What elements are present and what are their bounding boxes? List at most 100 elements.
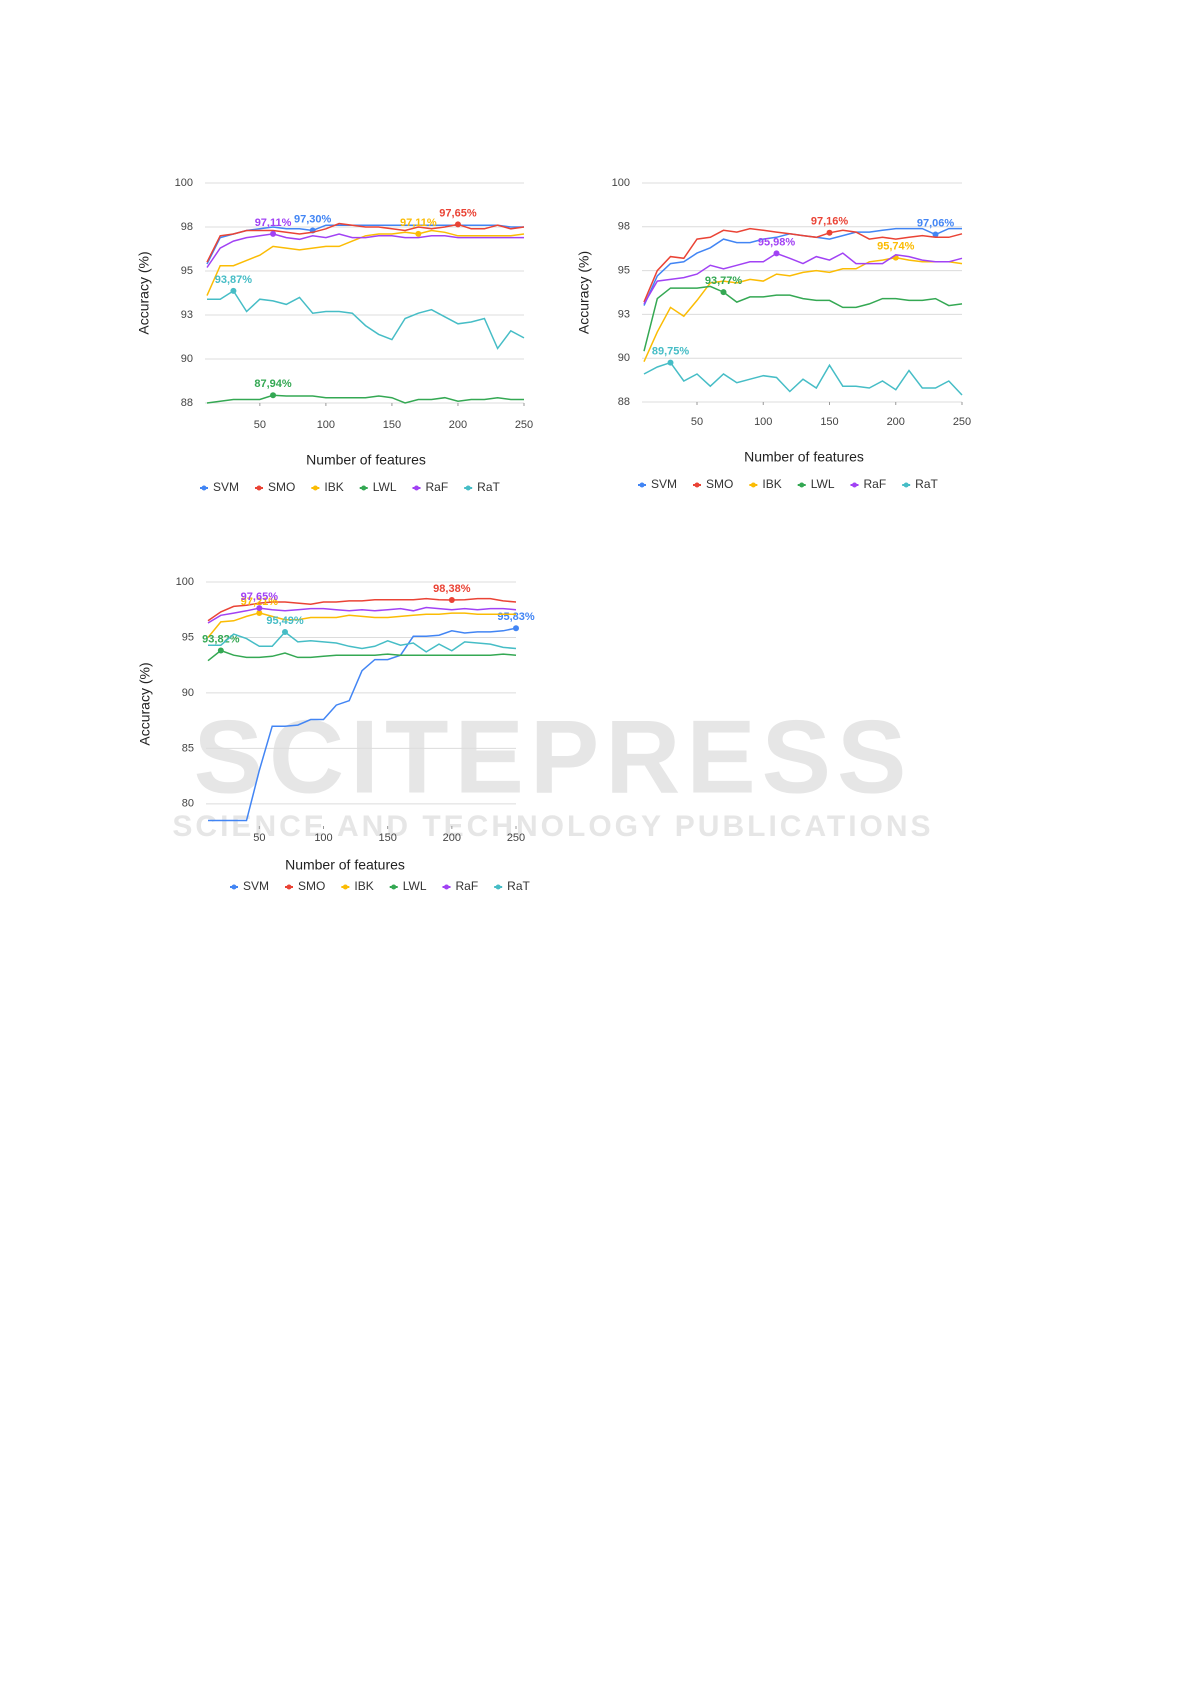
y-tick-label: 93 xyxy=(181,309,193,321)
point xyxy=(256,609,263,616)
y-tick-label: 88 xyxy=(181,397,193,409)
series-line xyxy=(206,229,525,296)
legend-label: IBK xyxy=(762,477,781,491)
data-label: 97,11% xyxy=(400,217,437,229)
data-label: 95,49% xyxy=(266,615,304,627)
x-tick-label: 150 xyxy=(820,416,838,428)
x-axis-title: Number of features xyxy=(744,449,864,465)
y-tick-label: 93 xyxy=(618,308,630,320)
y-tick-label: 100 xyxy=(176,576,194,588)
y-tick-label: 85 xyxy=(182,742,194,754)
legend-dot xyxy=(342,884,348,890)
data-label: 97,65% xyxy=(241,591,279,603)
data-label: 93,82% xyxy=(202,633,240,645)
legend-label: LWL xyxy=(403,879,427,893)
point xyxy=(513,625,519,632)
point xyxy=(826,229,833,236)
data-label: 97,11% xyxy=(255,217,292,229)
x-tick-label: 100 xyxy=(314,832,332,844)
data-label: 97,21% xyxy=(241,596,279,608)
data-label: 89,75% xyxy=(652,345,690,357)
y-tick-label: 95 xyxy=(182,631,194,643)
series-line xyxy=(207,597,517,622)
y-axis-title: Accuracy (%) xyxy=(136,251,152,334)
y-tick-label: 100 xyxy=(175,177,193,189)
legend-label: RaT xyxy=(915,477,938,491)
x-tick-label: 100 xyxy=(317,419,335,431)
series-line xyxy=(207,606,517,624)
point xyxy=(270,230,277,237)
y-axis-title: Accuracy (%) xyxy=(576,251,592,334)
point xyxy=(932,231,939,238)
point xyxy=(773,250,780,257)
legend-dot xyxy=(201,485,207,491)
legend-dot xyxy=(852,482,857,488)
legend-dot xyxy=(312,485,318,491)
legend-label: RaT xyxy=(507,879,530,893)
data-label: 97,30% xyxy=(294,213,332,225)
legend-label: SVM xyxy=(243,879,269,893)
x-tick-label: 150 xyxy=(378,832,396,844)
legend-dot xyxy=(495,884,501,890)
legend-dot xyxy=(444,884,449,890)
legend-dot xyxy=(694,482,700,488)
legend-label: SMO xyxy=(298,879,325,893)
series-line xyxy=(643,256,963,363)
x-tick-label: 250 xyxy=(515,419,533,431)
data-label: 95,83% xyxy=(497,611,535,623)
legend-dot xyxy=(465,485,471,491)
legend-dot xyxy=(361,485,367,491)
legend-label: SMO xyxy=(706,477,733,491)
series-line xyxy=(208,630,517,653)
legend-label: IBK xyxy=(324,480,343,494)
series-line xyxy=(207,612,516,638)
series-line xyxy=(207,649,517,662)
series-line xyxy=(206,224,524,265)
legend-label: SMO xyxy=(268,480,295,494)
legend-dot xyxy=(286,884,292,890)
y-tick-label: 95 xyxy=(618,265,630,277)
point xyxy=(415,230,422,237)
y-tick-label: 90 xyxy=(618,352,630,364)
point xyxy=(720,289,727,296)
x-tick-label: 50 xyxy=(691,416,703,428)
legend-label: RaF xyxy=(456,879,479,893)
series-line xyxy=(643,361,963,396)
series-line xyxy=(207,289,525,350)
point xyxy=(454,221,461,228)
point xyxy=(270,392,277,399)
y-tick-label: 88 xyxy=(618,396,630,408)
x-axis-title: Number of features xyxy=(285,857,405,873)
point xyxy=(256,605,263,612)
point xyxy=(667,359,674,366)
legend-label: IBK xyxy=(354,879,373,893)
legend-label: RaF xyxy=(426,480,449,494)
legend-label: SVM xyxy=(651,477,677,491)
legend-label: LWL xyxy=(811,477,835,491)
series-line xyxy=(206,394,524,404)
legend-label: LWL xyxy=(373,480,397,494)
watermark-title: SCITEPRESS xyxy=(194,699,913,815)
y-tick-label: 95 xyxy=(181,265,193,277)
y-tick-label: 90 xyxy=(182,687,194,699)
legend-dot xyxy=(903,482,909,488)
x-tick-label: 200 xyxy=(887,416,905,428)
point xyxy=(282,629,288,636)
x-tick-label: 50 xyxy=(254,419,266,431)
y-axis-title: Accuracy (%) xyxy=(137,662,153,745)
data-label: 97,06% xyxy=(917,217,955,229)
point xyxy=(448,596,455,603)
y-tick-label: 90 xyxy=(181,353,193,365)
y-tick-label: 98 xyxy=(181,221,193,233)
y-tick-label: 98 xyxy=(618,221,630,233)
x-axis-title: Number of features xyxy=(306,452,426,468)
data-label: 87,94% xyxy=(254,378,292,390)
x-tick-label: 250 xyxy=(953,416,971,428)
data-label: 95,98% xyxy=(758,236,796,248)
legend-dot xyxy=(414,485,419,491)
data-label: 98,38% xyxy=(433,583,471,595)
data-label: 97,65% xyxy=(439,207,477,219)
data-label: 93,77% xyxy=(705,275,743,287)
legend-label: RaT xyxy=(477,480,500,494)
